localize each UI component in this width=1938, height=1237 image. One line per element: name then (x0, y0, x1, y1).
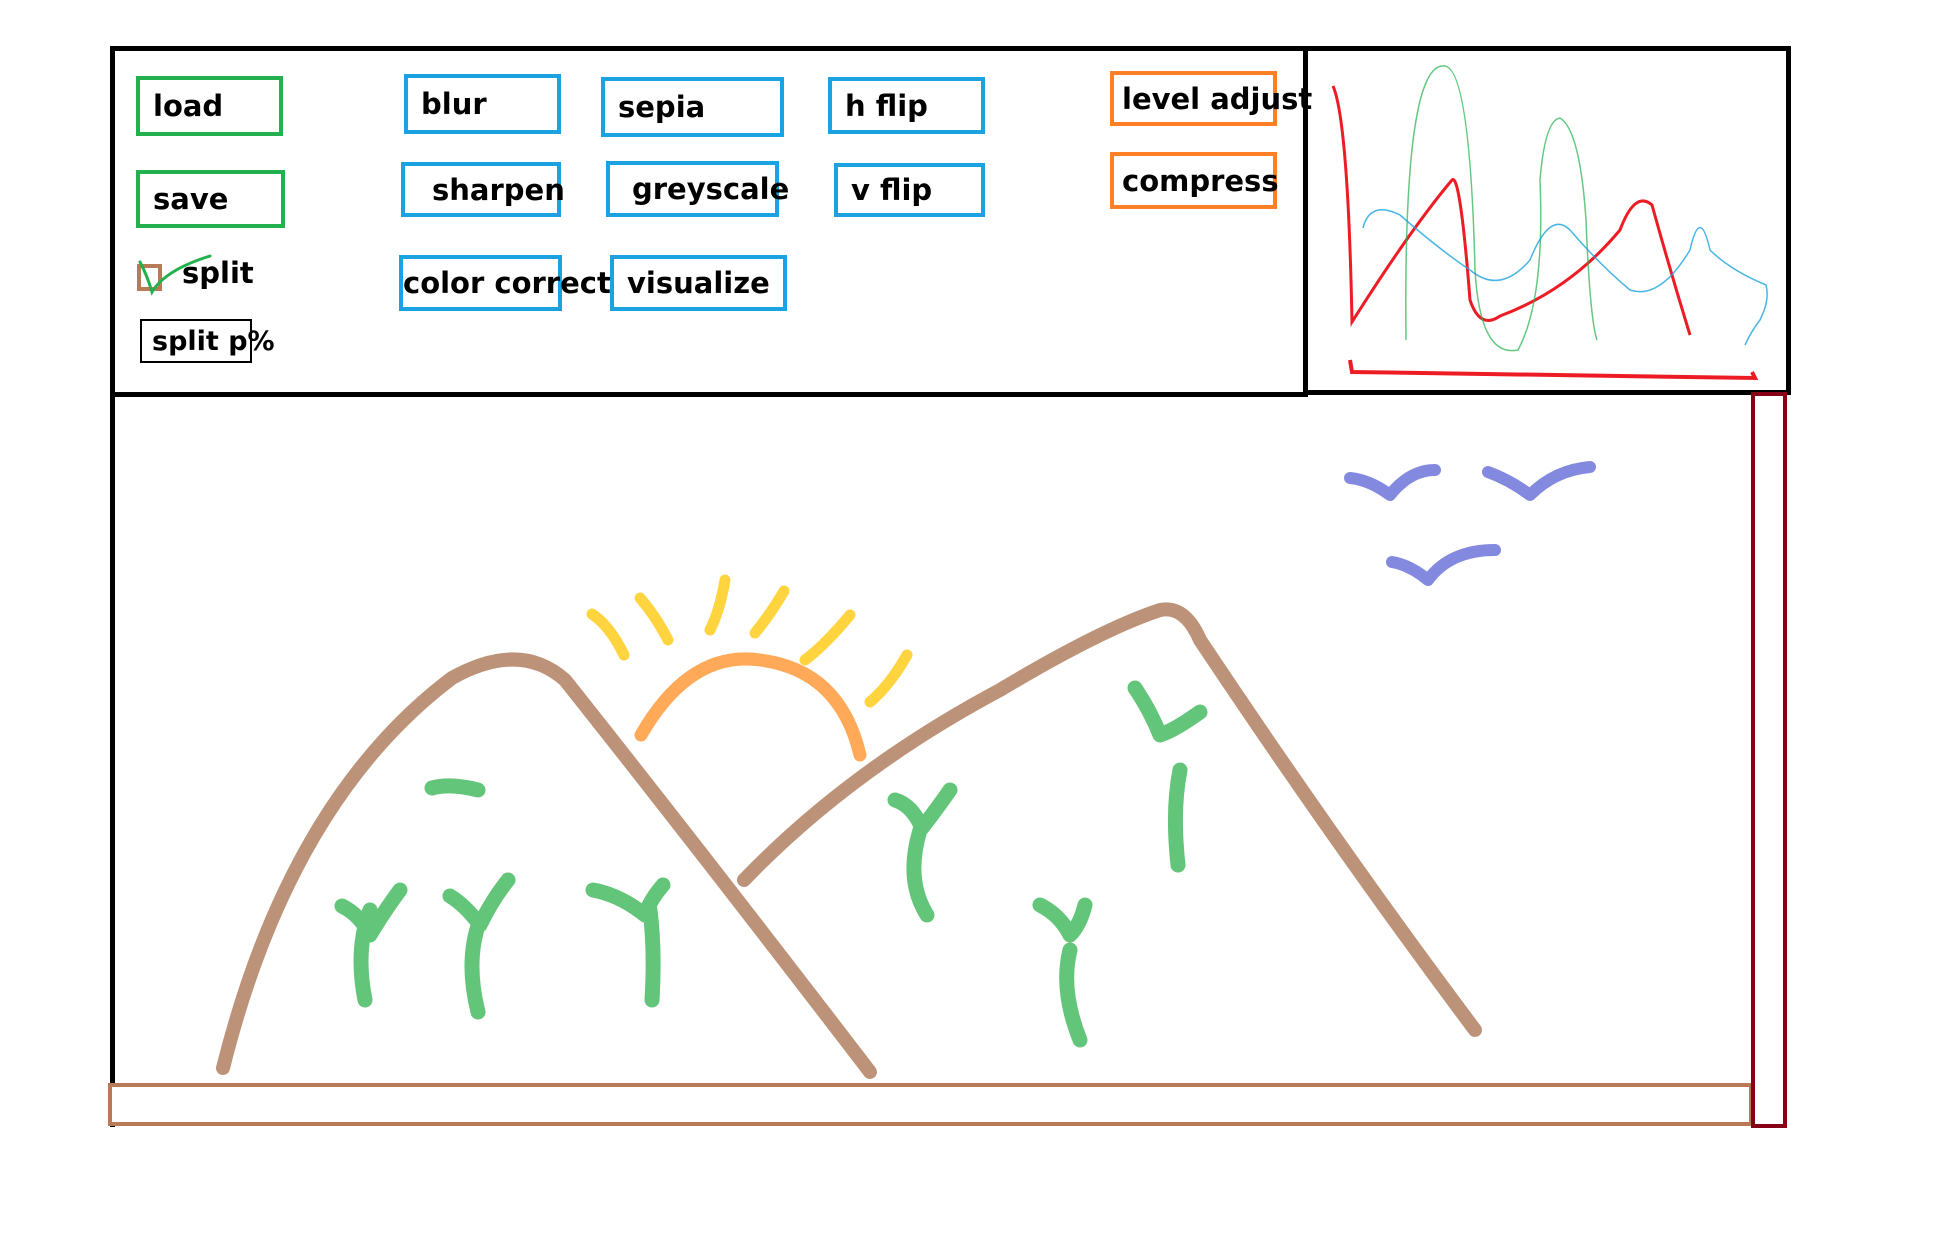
visualize-button[interactable]: visualize (610, 255, 787, 311)
right-mountain (737, 602, 1482, 1037)
histogram-green-curve (1405, 65, 1598, 352)
sun (634, 652, 867, 762)
histogram-axes (1348, 359, 1759, 381)
load-button[interactable]: load (136, 76, 283, 136)
sharpen-button[interactable]: sharpen (401, 162, 565, 217)
histogram-red-curve (1331, 85, 1692, 336)
image-canvas[interactable] (110, 392, 1752, 1127)
sepia-button[interactable]: sepia (601, 77, 784, 137)
horizontal-scrollbar[interactable] (108, 1083, 1753, 1126)
greyscale-button[interactable]: greyscale (606, 161, 789, 217)
save-button[interactable]: save (136, 170, 285, 228)
trees (334, 680, 1208, 1048)
split-label: split (182, 256, 254, 290)
histogram-panel (1303, 46, 1791, 395)
birds (1344, 461, 1596, 586)
checkmark-icon (138, 254, 212, 296)
vertical-scrollbar[interactable] (1751, 392, 1787, 1128)
blur-button[interactable]: blur (404, 74, 561, 134)
v-flip-button[interactable]: v flip (834, 163, 985, 217)
sun-rays (586, 574, 913, 708)
histogram-blue-curve (1362, 209, 1768, 346)
h-flip-button[interactable]: h flip (828, 77, 985, 134)
compress-button[interactable]: compress (1110, 152, 1279, 209)
left-mountain (216, 652, 877, 1079)
